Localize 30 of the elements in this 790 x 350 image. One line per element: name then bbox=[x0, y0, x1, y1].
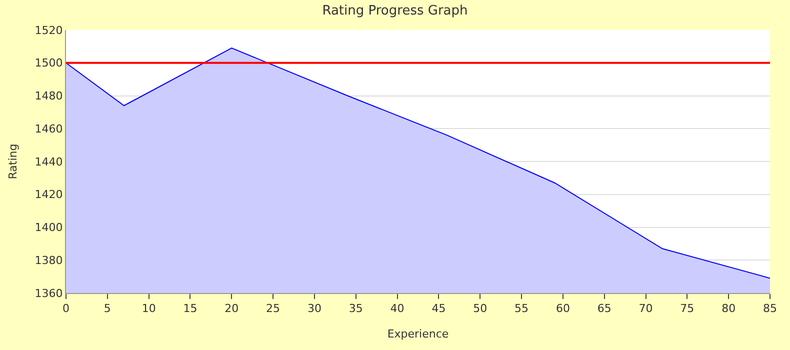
x-tick-label: 30 bbox=[307, 302, 322, 316]
x-axis-title: Experience bbox=[387, 327, 449, 340]
x-tick-label: 25 bbox=[266, 302, 280, 316]
x-tick-label: 45 bbox=[432, 302, 446, 316]
x-tick-label: 15 bbox=[183, 302, 198, 316]
x-tick-label: 55 bbox=[514, 302, 529, 316]
y-tick-label: 1400 bbox=[34, 221, 63, 234]
x-tick-label: 10 bbox=[142, 302, 156, 316]
y-tick-label: 1420 bbox=[34, 188, 63, 202]
x-tick-label: 65 bbox=[597, 302, 612, 316]
y-tick-label: 1380 bbox=[34, 254, 63, 267]
x-tick-label: 60 bbox=[556, 302, 570, 316]
y-tick-label: 1520 bbox=[34, 24, 63, 37]
y-tick-label: 1460 bbox=[34, 122, 63, 136]
y-tick-label: 1500 bbox=[34, 56, 63, 70]
x-tick-label: 50 bbox=[473, 302, 488, 316]
y-tick-label: 1360 bbox=[34, 286, 63, 300]
y-tick-label: 1440 bbox=[34, 155, 63, 168]
y-tick-label: 1480 bbox=[34, 90, 63, 103]
x-tick-label: 40 bbox=[390, 302, 404, 316]
x-tick-label: 5 bbox=[104, 302, 111, 316]
y-axis-title: Rating bbox=[6, 144, 20, 180]
chart-title: Rating Progress Graph bbox=[322, 3, 468, 18]
x-tick-label: 75 bbox=[680, 302, 694, 316]
x-tick-label: 20 bbox=[224, 302, 239, 316]
x-tick-label: 85 bbox=[763, 302, 777, 316]
x-tick-label: 70 bbox=[638, 302, 653, 316]
x-tick-label: 35 bbox=[348, 302, 363, 316]
x-tick-label: 80 bbox=[722, 302, 736, 316]
x-tick-label: 0 bbox=[62, 302, 70, 316]
